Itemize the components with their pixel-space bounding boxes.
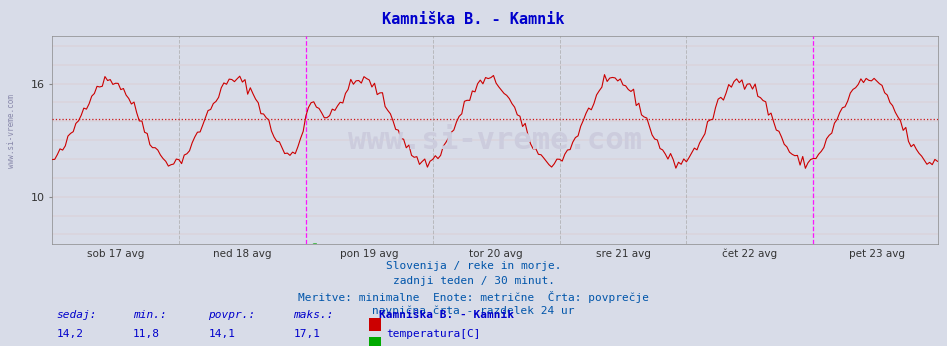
Text: povpr.:: povpr.: [208,310,256,320]
Text: 14,1: 14,1 [208,329,236,339]
Text: navpična črta - razdelek 24 ur: navpična črta - razdelek 24 ur [372,306,575,316]
Text: www.si-vreme.com: www.si-vreme.com [7,94,16,169]
Text: sedaj:: sedaj: [57,310,98,320]
Text: zadnji teden / 30 minut.: zadnji teden / 30 minut. [392,276,555,286]
Text: Slovenija / reke in morje.: Slovenija / reke in morje. [385,261,562,271]
Text: 17,1: 17,1 [294,329,321,339]
Text: Meritve: minimalne  Enote: metrične  Črta: povprečje: Meritve: minimalne Enote: metrične Črta:… [298,291,649,303]
Text: min.:: min.: [133,310,167,320]
Bar [369,337,381,346]
Text: temperatura[C]: temperatura[C] [386,329,481,339]
Text: maks.:: maks.: [294,310,334,320]
Text: Kamniška B. - Kamnik: Kamniška B. - Kamnik [379,310,514,320]
Bar [369,318,381,331]
Text: Kamniška B. - Kamnik: Kamniška B. - Kamnik [383,12,564,27]
Text: 11,8: 11,8 [133,329,160,339]
Text: 14,2: 14,2 [57,329,84,339]
Text: www.si-vreme.com: www.si-vreme.com [348,126,642,155]
